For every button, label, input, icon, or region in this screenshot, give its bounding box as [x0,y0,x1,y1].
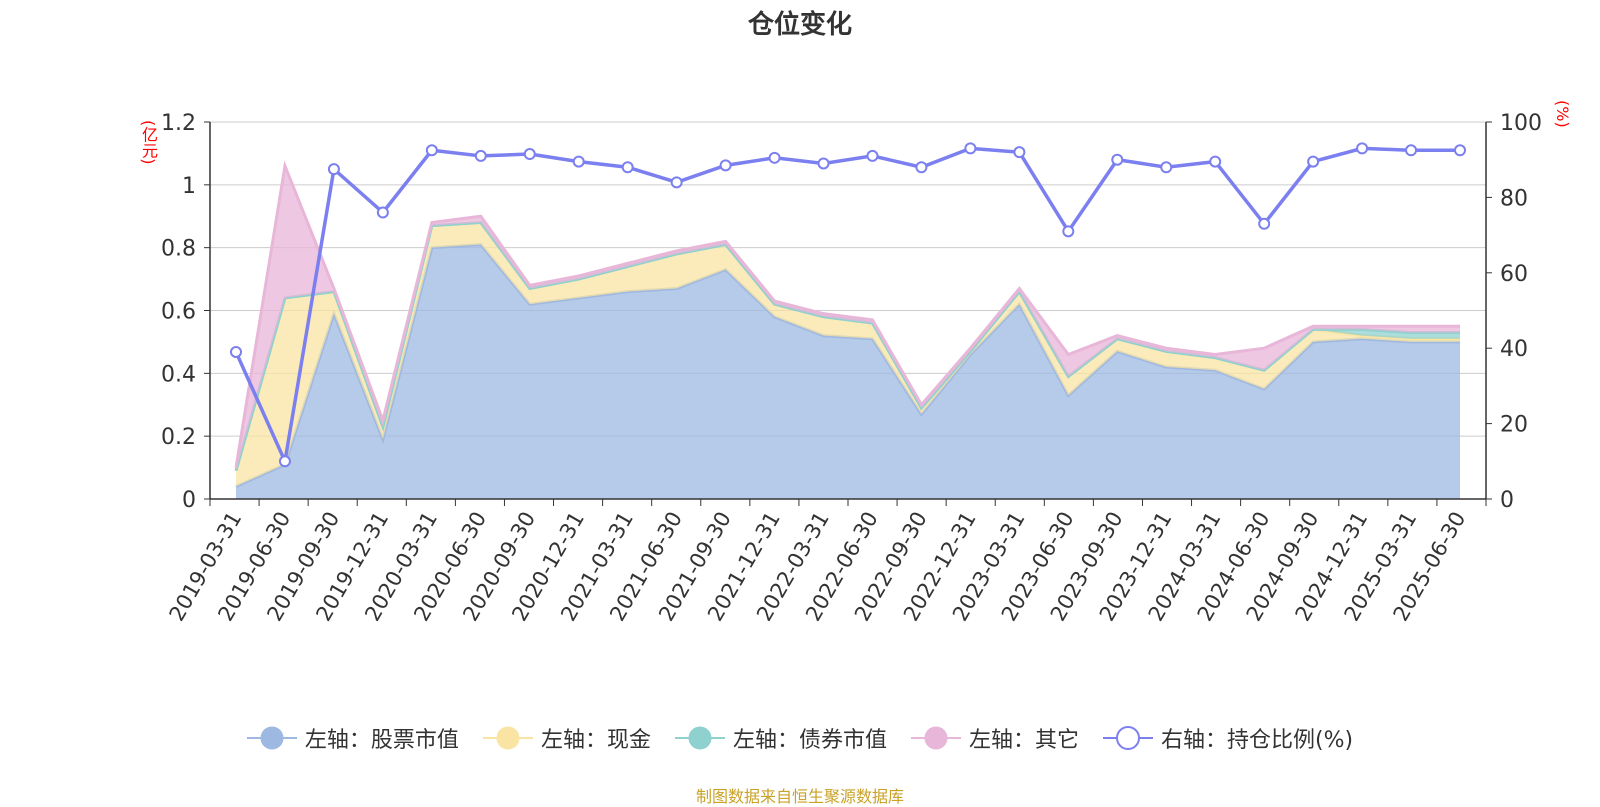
position-ratio-point [425,144,438,157]
right-tick-label: 0 [1500,488,1514,513]
legend-label: 左轴：股票市值 [304,728,459,753]
position-ratio-line [234,146,1460,468]
position-ratio-point [278,455,291,468]
legend-item[interactable]: 左轴：其它 [910,722,1079,754]
legend-marker-icon [910,726,961,750]
plot-area: 00.20.40.60.811.20204060801002019-03-312… [161,111,1542,625]
right-tick-label: 20 [1500,413,1528,438]
position-ratio-point [230,345,242,358]
position-ratio-point [1160,161,1173,174]
legend-label: 左轴：其它 [968,728,1079,753]
legend-label: 左轴：债券市值 [732,728,887,753]
area-layer [234,160,1460,499]
right-tick-label: 60 [1500,262,1528,287]
position-ratio-point [474,149,487,162]
legend: 左轴：股票市值 左轴：现金 左轴：债券市值 左轴：其它 右轴：持仓比例(%) [0,722,1600,754]
legend-item[interactable]: 左轴：现金 [482,722,651,754]
legend-marker-icon [246,726,297,750]
line-layer [230,142,1466,468]
area-edge-line [234,160,1460,468]
left-tick-label: 0 [182,488,196,513]
right-tick-label: 100 [1500,111,1542,136]
position-ratio-point [915,161,928,174]
position-ratio-point [376,206,389,219]
position-ratio-point [866,149,879,162]
area-9db8e1 [236,244,1460,499]
legend-label: 左轴：现金 [540,728,651,753]
position-ratio-point [1307,155,1320,168]
area-e8b6d8 [236,165,1460,471]
left-axis-unit: (亿元) [139,120,158,165]
legend-marker-icon [482,726,533,750]
legend-marker-icon [1102,726,1153,750]
left-tick-label: 0.2 [161,425,196,450]
right-axis-unit: (%) [1553,100,1572,128]
position-ratio-point [1013,146,1026,159]
position-ratio-point [327,163,340,176]
legend-marker-icon [674,726,725,750]
position-ratio-point [621,161,634,174]
area-f9e4a3 [236,222,1460,487]
position-ratio-point [719,159,732,172]
legend-item[interactable]: 左轴：股票市值 [246,722,459,754]
chart-title: 仓位变化 [747,10,852,40]
position-ratio-point [670,176,683,189]
data-source-note: 制图数据来自恒生聚源数据库 [695,787,904,806]
right-tick-label: 40 [1500,337,1528,362]
left-tick-label: 1.2 [161,111,196,136]
position-ratio-point [1356,142,1369,155]
position-ratio-point [1405,144,1418,157]
position-ratio-point [1454,144,1466,157]
position-ratio-point [817,157,830,170]
position-ratio-point [523,148,536,161]
left-tick-label: 0.8 [161,237,196,262]
right-tick-label: 80 [1500,186,1528,211]
legend-item[interactable]: 左轴：债券市值 [674,722,887,754]
position-ratio-point [768,151,781,164]
left-tick-label: 0.6 [161,300,196,325]
position-ratio-point [572,155,585,168]
position-ratio-point [1258,217,1271,230]
position-ratio-point [964,142,977,155]
legend-item[interactable]: 右轴：持仓比例(%) [1102,722,1354,754]
legend-label: 右轴：持仓比例(%) [1160,728,1354,753]
position-ratio-point [1111,153,1124,166]
left-tick-label: 0.4 [161,362,196,387]
left-tick-label: 1 [182,174,196,199]
position-ratio-point [1209,155,1222,168]
position-ratio-point [1062,225,1075,238]
